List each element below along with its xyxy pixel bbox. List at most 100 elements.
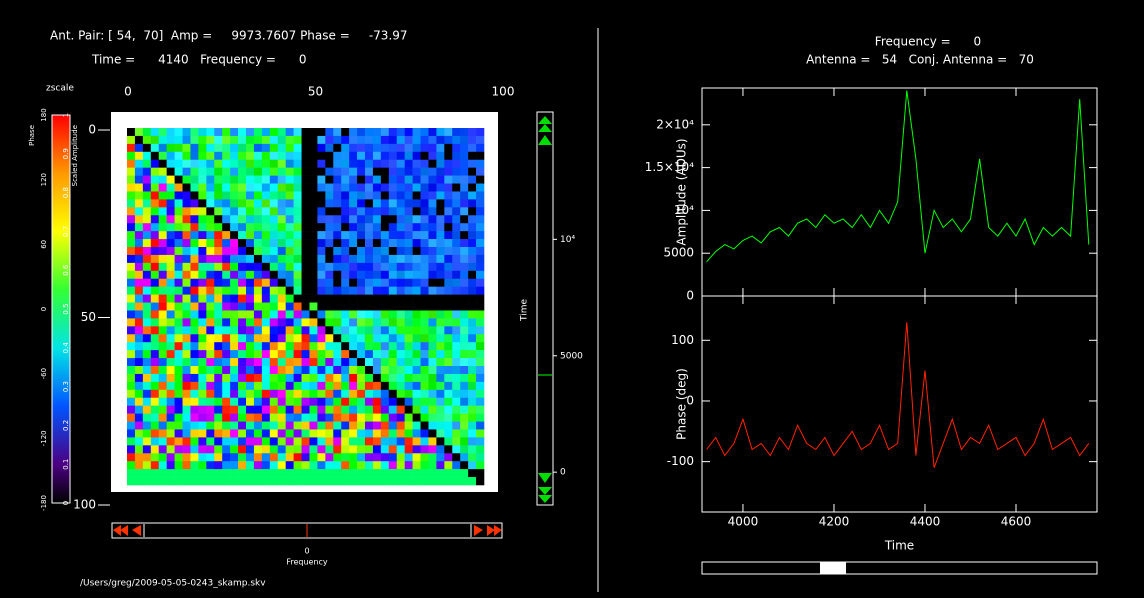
heatmap-cell	[436, 373, 445, 383]
heatmap-cell	[269, 445, 279, 454]
heatmap-cell	[380, 143, 390, 153]
heatmap-cell	[436, 358, 445, 367]
heatmap-cell	[436, 381, 445, 391]
heatmap-cell	[238, 437, 247, 446]
heatmap-cell	[190, 286, 199, 295]
heatmap-cell	[452, 334, 461, 343]
heatmap-cell	[182, 358, 191, 367]
heatmap-cell	[174, 239, 183, 248]
heatmap-cell	[468, 167, 477, 176]
heatmap-cell	[365, 421, 374, 430]
heatmap-cell	[150, 453, 160, 462]
heatmap-cell	[238, 366, 247, 375]
freq-left-fast[interactable]	[120, 525, 128, 536]
heatmap-cell	[261, 381, 271, 391]
heatmap-cell	[317, 143, 326, 153]
heatmap-cell	[412, 223, 421, 232]
heatmap-cell	[341, 199, 350, 208]
heatmap-cell	[230, 302, 239, 311]
heatmap-cell	[388, 389, 398, 399]
heatmap-cell	[460, 128, 469, 137]
heatmap-cell	[142, 326, 152, 335]
heatmap-cell	[428, 191, 437, 200]
heatmap-cell	[261, 389, 271, 399]
heatmap-cell	[436, 405, 445, 414]
heatmap-cell	[444, 143, 453, 153]
heatmap-cell	[349, 207, 358, 216]
heatmap-cell	[301, 278, 310, 287]
time-down[interactable]	[538, 473, 552, 483]
heatmap-cell	[444, 294, 453, 303]
heatmap-cell	[277, 342, 286, 351]
heatmap-cell	[230, 326, 239, 335]
heatmap-cell	[452, 262, 461, 272]
freq-right[interactable]	[474, 525, 483, 536]
heatmap-cell	[198, 128, 207, 137]
time-up-fast[interactable]	[538, 124, 552, 132]
heatmap-cell	[261, 159, 271, 168]
heatmap-cell	[246, 135, 255, 145]
freq-right-fast[interactable]	[487, 525, 495, 536]
heatmap-cell	[198, 135, 207, 145]
heatmap-cell	[198, 461, 207, 470]
heatmap-cell	[246, 247, 255, 256]
heatmap-cell	[277, 207, 286, 216]
heatmap-cell	[206, 183, 215, 192]
freq-left[interactable]	[132, 525, 141, 536]
heatmap-cell	[142, 254, 152, 264]
heatmap-cell	[253, 342, 263, 351]
heatmap-cell	[190, 270, 199, 280]
time-down-fast[interactable]	[538, 495, 552, 503]
heatmap-cell	[365, 342, 374, 351]
heatmap-cell	[341, 294, 350, 303]
heatmap-cell	[412, 199, 421, 208]
time-up-fast[interactable]	[538, 116, 552, 124]
freq-left-fast[interactable]	[113, 525, 121, 536]
time-slider[interactable]	[536, 111, 554, 506]
heatmap-cell	[349, 199, 358, 208]
heatmap-cell	[428, 294, 437, 303]
heatmap-cell	[206, 191, 215, 200]
time-scrollbar[interactable]	[701, 561, 1098, 575]
heatmap-cell	[269, 294, 279, 303]
heatmap-cell	[198, 445, 207, 454]
heatmap-cell	[182, 445, 191, 454]
scrollbar-thumb[interactable]	[820, 562, 846, 574]
heatmap-cell	[198, 167, 207, 176]
heatmap-cell	[238, 270, 247, 280]
freq-right-fast[interactable]	[494, 525, 502, 536]
heatmap-cell	[325, 286, 334, 295]
heatmap-cell	[269, 326, 279, 335]
heatmap-cell	[127, 143, 136, 153]
heatmap-cell	[468, 215, 477, 224]
time-up[interactable]	[538, 135, 552, 145]
heatmap-cell	[476, 207, 485, 216]
heatmap-cell	[174, 437, 183, 446]
heatmap-cell	[182, 183, 191, 192]
heatmap-cell	[452, 254, 461, 264]
heatmap-cell	[380, 175, 390, 184]
heatmap-cell	[460, 286, 469, 295]
heatmap-cell	[206, 175, 215, 184]
heatmap-cell	[388, 421, 398, 430]
time-down-fast[interactable]	[538, 487, 552, 495]
heatmap-cell	[341, 223, 350, 232]
heatmap-cell	[206, 128, 215, 137]
heatmap-cell	[349, 477, 358, 486]
heatmap-cell	[468, 342, 477, 351]
heatmap-cell	[301, 199, 310, 208]
heatmap-cell	[317, 262, 326, 272]
heatmap-cell	[365, 231, 374, 240]
heatmap-cell	[285, 477, 294, 486]
heatmap-cell	[246, 366, 255, 375]
heatmap-cell	[253, 286, 263, 295]
heatmap-cell	[468, 262, 477, 272]
heatmap-cell	[269, 286, 279, 295]
heatmap-cell	[404, 302, 413, 311]
heatmap-cell	[293, 389, 302, 399]
frequency-label: Frequency	[286, 558, 328, 567]
heatmap-cell	[436, 445, 445, 454]
heatmap-cell	[468, 270, 477, 280]
heatmap-cell	[349, 183, 358, 192]
heatmap-cell	[317, 310, 326, 319]
